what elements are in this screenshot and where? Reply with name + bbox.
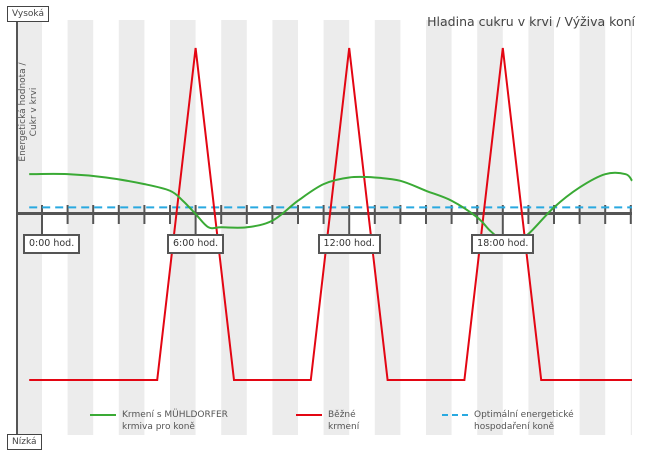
chart-title: Hladina cukru v krvi / Výživa koní — [427, 14, 635, 29]
x-tick-label: 0:00 hod. — [23, 234, 81, 254]
legend-muhldorfer-line2: krmiva pro koně — [122, 422, 195, 432]
grid-band — [118, 20, 145, 435]
y-low-label: Nízká — [7, 434, 42, 450]
legend-swatch-green — [90, 414, 116, 416]
y-high-label: Vysoká — [7, 6, 50, 22]
grid-band — [374, 20, 401, 435]
grid-band — [579, 20, 606, 435]
legend-swatch-red — [296, 414, 322, 416]
grid-band — [272, 20, 298, 435]
legend-swatch-blue — [442, 414, 468, 416]
legend-optimal-line1: Optimální energetické — [474, 410, 574, 420]
series-line-regular — [29, 47, 632, 381]
legend-regular-line2: krmení — [328, 422, 360, 432]
grid-band — [67, 20, 94, 435]
grid-band — [17, 20, 42, 435]
x-tick-label: 6:00 hod. — [166, 234, 225, 254]
x-tick-label: 18:00 hod. — [471, 234, 535, 254]
x-axis-line — [18, 212, 632, 215]
y-axis-label: Energetická hodnota / Cukr v krvi — [18, 61, 39, 162]
series-lines — [29, 47, 633, 381]
legend-optimal-line2: hospodaření koně — [474, 422, 555, 432]
grid-band — [528, 20, 554, 435]
x-tick-label: 12:00 hod. — [317, 234, 381, 254]
series-line-muhldorfer — [29, 171, 633, 243]
grid-band — [630, 20, 632, 435]
legend-regular-line1: Běžné — [328, 410, 356, 420]
legend-muhldorfer-line1: Krmení s MÜHLDORFER — [122, 410, 228, 420]
grid-band — [426, 20, 452, 435]
